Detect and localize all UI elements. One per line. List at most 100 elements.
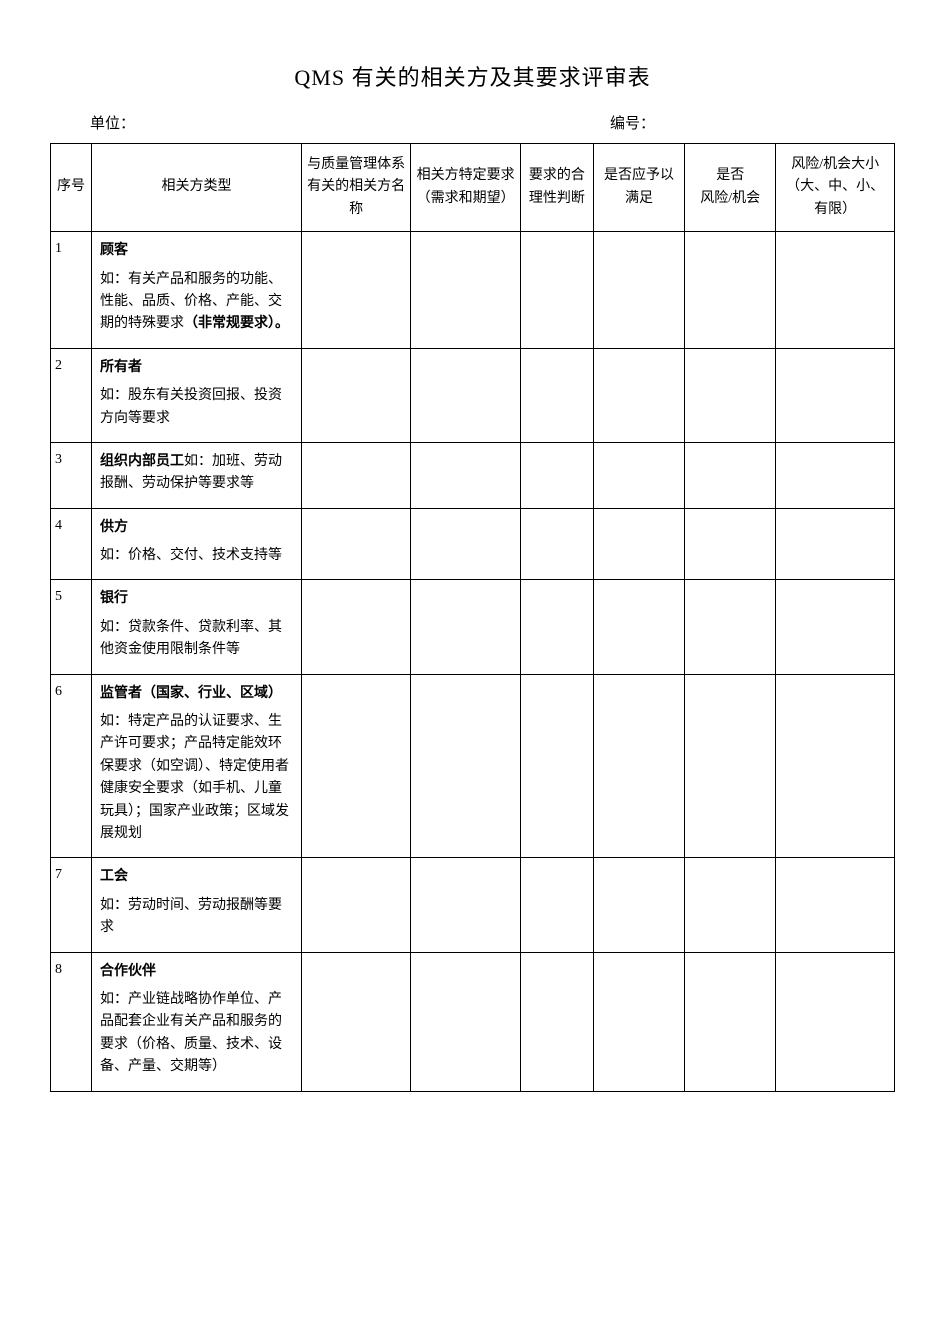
empty-cell bbox=[301, 674, 410, 858]
type-cell: 顾客 如：有关产品和服务的功能、性能、品质、价格、产能、交期的特殊要求（非常规要… bbox=[92, 232, 302, 349]
seq-cell: 5 bbox=[51, 580, 92, 674]
empty-cell bbox=[776, 580, 895, 674]
empty-cell bbox=[411, 508, 520, 580]
seq-cell: 6 bbox=[51, 674, 92, 858]
empty-cell bbox=[685, 674, 776, 858]
empty-cell bbox=[411, 858, 520, 952]
type-heading: 银行 bbox=[100, 588, 293, 610]
empty-cell bbox=[520, 508, 593, 580]
meta-row: 单位： 编号： bbox=[50, 112, 895, 133]
empty-cell bbox=[685, 348, 776, 442]
table-row: 5 银行 如：贷款条件、贷款利率、其他资金使用限制条件等 bbox=[51, 580, 895, 674]
seq-cell: 8 bbox=[51, 952, 92, 1091]
empty-cell bbox=[411, 580, 520, 674]
table-header-row: 序号 相关方类型 与质量管理体系有关的相关方名称 相关方特定要求（需求和期望） … bbox=[51, 144, 895, 232]
col-header-risk: 是否风险/机会 bbox=[685, 144, 776, 232]
empty-cell bbox=[776, 232, 895, 349]
empty-cell bbox=[593, 858, 684, 952]
empty-cell bbox=[301, 580, 410, 674]
empty-cell bbox=[520, 232, 593, 349]
empty-cell bbox=[776, 508, 895, 580]
empty-cell bbox=[685, 442, 776, 508]
empty-cell bbox=[776, 952, 895, 1091]
empty-cell bbox=[520, 674, 593, 858]
empty-cell bbox=[593, 674, 684, 858]
type-cell: 工会 如：劳动时间、劳动报酬等要求 bbox=[92, 858, 302, 952]
empty-cell bbox=[593, 348, 684, 442]
seq-cell: 2 bbox=[51, 348, 92, 442]
empty-cell bbox=[301, 952, 410, 1091]
col-header-judge: 要求的合理性判断 bbox=[520, 144, 593, 232]
col-header-req: 相关方特定要求（需求和期望） bbox=[411, 144, 520, 232]
number-label: 编号： bbox=[610, 112, 655, 133]
page-title: QMS 有关的相关方及其要求评审表 bbox=[50, 60, 895, 92]
type-cell: 供方 如：价格、交付、技术支持等 bbox=[92, 508, 302, 580]
type-heading: 所有者 bbox=[100, 357, 293, 379]
empty-cell bbox=[685, 508, 776, 580]
type-desc: 如：产业链战略协作单位、产品配套企业有关产品和服务的要求（价格、质量、技术、设备… bbox=[100, 989, 293, 1079]
type-cell: 银行 如：贷款条件、贷款利率、其他资金使用限制条件等 bbox=[92, 580, 302, 674]
empty-cell bbox=[593, 952, 684, 1091]
type-cell: 组织内部员工如：加班、劳动报酬、劳动保护等要求等 bbox=[92, 442, 302, 508]
table-row: 4 供方 如：价格、交付、技术支持等 bbox=[51, 508, 895, 580]
seq-cell: 7 bbox=[51, 858, 92, 952]
table-row: 3 组织内部员工如：加班、劳动报酬、劳动保护等要求等 bbox=[51, 442, 895, 508]
empty-cell bbox=[411, 952, 520, 1091]
empty-cell bbox=[776, 442, 895, 508]
col-header-type: 相关方类型 bbox=[92, 144, 302, 232]
seq-cell: 4 bbox=[51, 508, 92, 580]
empty-cell bbox=[776, 674, 895, 858]
empty-cell bbox=[301, 348, 410, 442]
col-header-satisfy: 是否应予以满足 bbox=[593, 144, 684, 232]
empty-cell bbox=[776, 858, 895, 952]
empty-cell bbox=[685, 232, 776, 349]
empty-cell bbox=[776, 348, 895, 442]
empty-cell bbox=[520, 580, 593, 674]
empty-cell bbox=[411, 674, 520, 858]
type-heading: 工会 bbox=[100, 866, 293, 888]
empty-cell bbox=[520, 952, 593, 1091]
type-desc: 如：劳动时间、劳动报酬等要求 bbox=[100, 895, 293, 940]
empty-cell bbox=[301, 858, 410, 952]
table-row: 6 监管者（国家、行业、区域） 如：特定产品的认证要求、生产许可要求；产品特定能… bbox=[51, 674, 895, 858]
type-desc: 如：特定产品的认证要求、生产许可要求；产品特定能效环保要求（如空调）、特定使用者… bbox=[100, 711, 293, 845]
empty-cell bbox=[411, 348, 520, 442]
seq-cell: 3 bbox=[51, 442, 92, 508]
type-desc: 如：股东有关投资回报、投资方向等要求 bbox=[100, 385, 293, 430]
empty-cell bbox=[301, 508, 410, 580]
empty-cell bbox=[301, 442, 410, 508]
type-cell: 合作伙伴 如：产业链战略协作单位、产品配套企业有关产品和服务的要求（价格、质量、… bbox=[92, 952, 302, 1091]
type-heading: 组织内部员工 bbox=[100, 454, 184, 469]
type-desc: 如：贷款条件、贷款利率、其他资金使用限制条件等 bbox=[100, 617, 293, 662]
type-heading: 顾客 bbox=[100, 240, 293, 262]
empty-cell bbox=[685, 580, 776, 674]
empty-cell bbox=[301, 232, 410, 349]
type-heading: 供方 bbox=[100, 517, 293, 539]
table-row: 7 工会 如：劳动时间、劳动报酬等要求 bbox=[51, 858, 895, 952]
type-cell: 所有者 如：股东有关投资回报、投资方向等要求 bbox=[92, 348, 302, 442]
empty-cell bbox=[685, 858, 776, 952]
table-row: 1 顾客 如：有关产品和服务的功能、性能、品质、价格、产能、交期的特殊要求（非常… bbox=[51, 232, 895, 349]
review-table: 序号 相关方类型 与质量管理体系有关的相关方名称 相关方特定要求（需求和期望） … bbox=[50, 143, 895, 1092]
empty-cell bbox=[685, 952, 776, 1091]
type-heading: 合作伙伴 bbox=[100, 961, 293, 983]
empty-cell bbox=[520, 858, 593, 952]
unit-label: 单位： bbox=[90, 112, 135, 133]
empty-cell bbox=[593, 580, 684, 674]
col-header-name: 与质量管理体系有关的相关方名称 bbox=[301, 144, 410, 232]
seq-cell: 1 bbox=[51, 232, 92, 349]
col-header-seq: 序号 bbox=[51, 144, 92, 232]
empty-cell bbox=[520, 348, 593, 442]
col-header-size: 风险/机会大小（大、中、小、有限） bbox=[776, 144, 895, 232]
empty-cell bbox=[593, 442, 684, 508]
type-heading: 监管者（国家、行业、区域） bbox=[100, 683, 293, 705]
table-row: 2 所有者 如：股东有关投资回报、投资方向等要求 bbox=[51, 348, 895, 442]
empty-cell bbox=[593, 232, 684, 349]
type-desc: 如：价格、交付、技术支持等 bbox=[100, 545, 293, 567]
empty-cell bbox=[520, 442, 593, 508]
table-row: 8 合作伙伴 如：产业链战略协作单位、产品配套企业有关产品和服务的要求（价格、质… bbox=[51, 952, 895, 1091]
empty-cell bbox=[593, 508, 684, 580]
empty-cell bbox=[411, 442, 520, 508]
type-desc: 如：有关产品和服务的功能、性能、品质、价格、产能、交期的特殊要求（非常规要求）。 bbox=[100, 269, 293, 336]
type-cell: 监管者（国家、行业、区域） 如：特定产品的认证要求、生产许可要求；产品特定能效环… bbox=[92, 674, 302, 858]
